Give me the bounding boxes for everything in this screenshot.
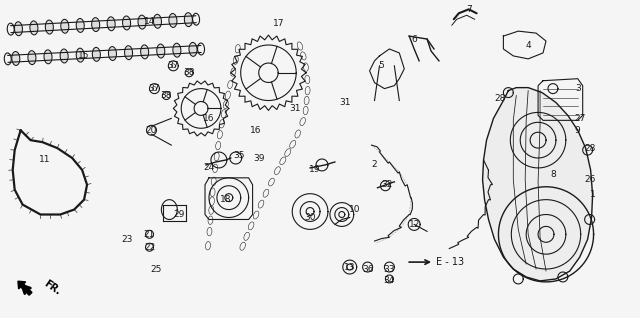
Text: 36: 36 xyxy=(362,265,373,273)
Text: 32: 32 xyxy=(381,180,393,189)
Polygon shape xyxy=(483,88,593,281)
Ellipse shape xyxy=(77,49,84,62)
Text: 27: 27 xyxy=(574,114,586,123)
Text: 33: 33 xyxy=(383,265,395,273)
Ellipse shape xyxy=(154,15,161,28)
Ellipse shape xyxy=(15,22,22,35)
Text: 34: 34 xyxy=(384,276,395,286)
Text: 31: 31 xyxy=(339,98,351,107)
Text: 12: 12 xyxy=(408,220,420,229)
Text: 2: 2 xyxy=(372,161,378,169)
Text: 37: 37 xyxy=(168,61,179,70)
Text: 8: 8 xyxy=(550,170,556,179)
Ellipse shape xyxy=(108,17,115,30)
Ellipse shape xyxy=(123,17,130,29)
Text: 1: 1 xyxy=(589,190,595,199)
Ellipse shape xyxy=(61,50,68,62)
Text: 20: 20 xyxy=(146,126,157,135)
Text: 11: 11 xyxy=(38,156,50,164)
Text: 3: 3 xyxy=(575,84,580,93)
Text: 14: 14 xyxy=(144,17,155,26)
Ellipse shape xyxy=(45,50,51,63)
Ellipse shape xyxy=(77,19,84,32)
Ellipse shape xyxy=(185,13,192,26)
Text: FR.: FR. xyxy=(42,279,63,297)
Text: 39: 39 xyxy=(253,154,264,162)
Text: 31: 31 xyxy=(289,104,301,113)
Text: 18: 18 xyxy=(220,195,232,204)
Text: 16: 16 xyxy=(204,114,215,123)
Text: 16: 16 xyxy=(250,126,261,135)
Ellipse shape xyxy=(173,44,180,57)
Text: 10: 10 xyxy=(349,205,360,214)
Text: 4: 4 xyxy=(525,41,531,51)
Text: 29: 29 xyxy=(173,210,185,219)
Text: 38: 38 xyxy=(184,68,195,77)
Ellipse shape xyxy=(46,21,53,33)
Text: 22: 22 xyxy=(144,243,155,252)
Text: 21: 21 xyxy=(144,230,155,239)
Ellipse shape xyxy=(170,14,177,27)
Text: 35: 35 xyxy=(233,150,244,160)
Ellipse shape xyxy=(28,51,35,64)
Ellipse shape xyxy=(109,47,116,60)
Text: 15: 15 xyxy=(78,52,90,60)
Ellipse shape xyxy=(12,52,19,65)
Ellipse shape xyxy=(31,22,37,34)
Text: 25: 25 xyxy=(151,265,162,273)
Text: 28: 28 xyxy=(495,94,506,103)
Text: 28: 28 xyxy=(584,144,595,153)
Text: E - 13: E - 13 xyxy=(436,257,464,267)
Text: 7: 7 xyxy=(466,5,472,14)
Text: 38: 38 xyxy=(161,91,172,100)
Text: 5: 5 xyxy=(379,61,385,70)
Ellipse shape xyxy=(92,18,99,31)
Text: 30: 30 xyxy=(305,213,316,222)
Ellipse shape xyxy=(61,20,68,33)
Text: 26: 26 xyxy=(584,175,595,184)
Ellipse shape xyxy=(189,43,196,56)
Text: 24: 24 xyxy=(204,163,214,172)
Text: 37: 37 xyxy=(148,84,160,93)
Text: 23: 23 xyxy=(121,235,132,244)
Ellipse shape xyxy=(138,16,145,29)
Text: 19: 19 xyxy=(309,165,321,174)
Ellipse shape xyxy=(141,45,148,58)
Text: 13: 13 xyxy=(344,263,355,272)
Ellipse shape xyxy=(157,45,164,58)
Text: 6: 6 xyxy=(412,35,417,44)
Ellipse shape xyxy=(93,48,100,61)
FancyArrow shape xyxy=(18,281,32,295)
Text: 9: 9 xyxy=(575,126,580,135)
Ellipse shape xyxy=(125,46,132,59)
Text: 17: 17 xyxy=(273,19,284,28)
